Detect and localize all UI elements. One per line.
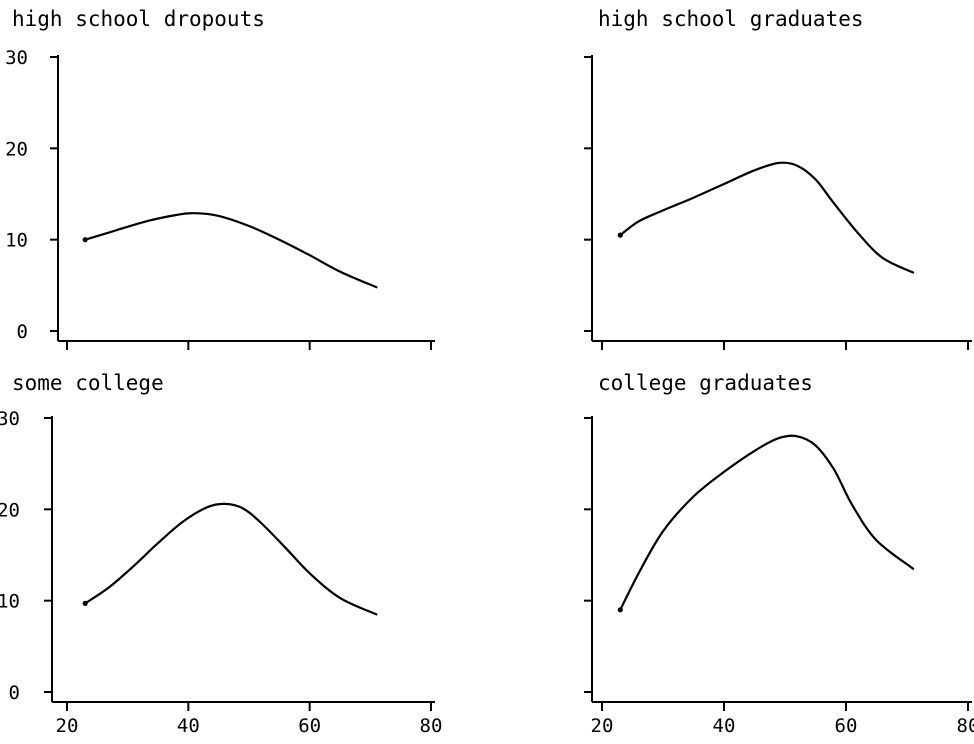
panel-3-x-tick-label: 40	[177, 715, 200, 737]
panel-3-y-tick-label: 30	[0, 408, 20, 430]
panel-3-x-tick-label: 60	[298, 715, 321, 737]
panel-4-x-tick-label: 80	[957, 715, 974, 737]
panel-1-y-tick-label: 30	[5, 47, 28, 69]
panel-1-y-tick-label: 10	[5, 230, 28, 252]
panel-3-start-point	[82, 600, 88, 607]
panel-2-start-point	[617, 232, 623, 238]
panel-4-series-line	[619, 434, 915, 611]
panel-1-y-tick-label: 0	[17, 321, 28, 343]
panel-4-x-tick-label: 40	[713, 715, 736, 737]
panel-1-title: high school dropouts	[12, 7, 265, 31]
panel-3-y-tick-label: 20	[0, 499, 20, 521]
panel-1-y-tick-label: 20	[5, 138, 28, 160]
panel-1-start-point	[82, 237, 88, 243]
panel-3-title: some college	[12, 371, 164, 395]
panel-4-start-point	[617, 607, 623, 613]
panel-4-x-tick-label: 60	[835, 715, 858, 737]
panel-3-series-line	[84, 502, 378, 616]
panel-3-y-tick-label: 10	[0, 591, 20, 613]
panel-3-y-tick-label: 0	[9, 682, 20, 704]
panel-2-series-line	[619, 161, 915, 274]
panel-2-title: high school graduates	[598, 7, 864, 31]
panel-1-series-line	[84, 212, 378, 289]
panel-4-title: college graduates	[598, 371, 813, 395]
panel-4-x-tick-label: 20	[591, 715, 614, 737]
panel-3-x-tick-label: 80	[420, 715, 443, 737]
panel-3-x-tick-label: 20	[56, 715, 79, 737]
